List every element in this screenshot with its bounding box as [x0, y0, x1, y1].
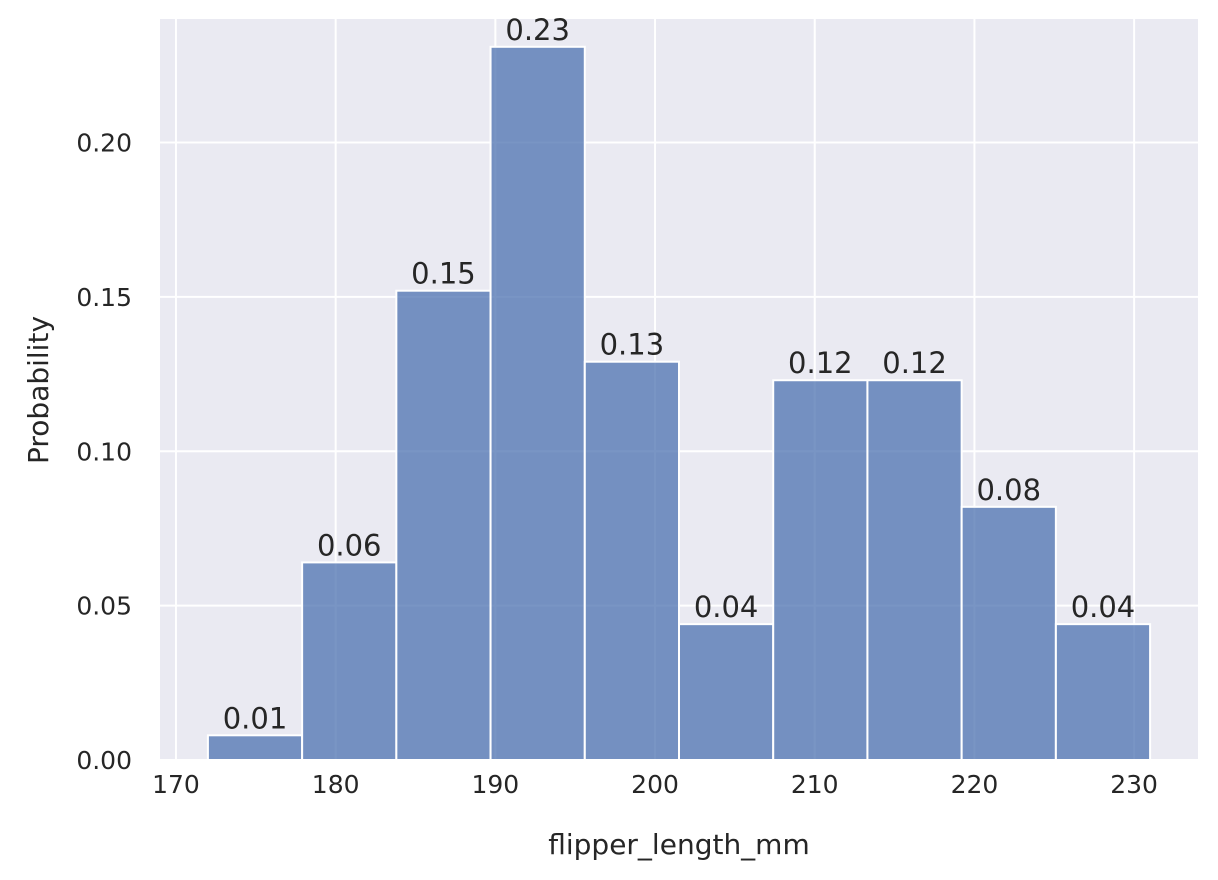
y-tick-label: 0.00 — [76, 746, 132, 775]
y-axis-label: Probability — [22, 316, 55, 464]
x-tick-label: 220 — [951, 770, 999, 799]
histogram-bar — [301, 561, 398, 762]
histogram-bar — [206, 734, 304, 761]
x-tick-label: 190 — [471, 770, 519, 799]
bar-value-label: 0.12 — [788, 346, 853, 380]
bar-labels: 0.01 0.06 0.15 0.23 0.13 0.04 0.12 0.12 0.08 0.04 — [223, 13, 1136, 736]
histogram-bar — [866, 379, 963, 761]
y-tick-label: 0.15 — [76, 283, 132, 312]
x-tick-label: 180 — [312, 770, 360, 799]
y-axis-ticks: 0.00 0.05 0.10 0.15 0.20 — [76, 129, 132, 776]
x-tick-label: 230 — [1110, 770, 1158, 799]
histogram-bar — [489, 45, 586, 762]
y-tick-label: 0.05 — [76, 592, 132, 621]
x-axis-ticks: 170 180 190 200 210 220 230 — [152, 770, 1158, 799]
x-tick-label: 170 — [152, 770, 200, 799]
x-tick-label: 210 — [791, 770, 839, 799]
x-tick-label: 200 — [631, 770, 679, 799]
bars — [206, 45, 1152, 762]
histogram-bar — [583, 360, 681, 761]
histogram-bar — [772, 379, 869, 761]
bar-value-label: 0.08 — [976, 473, 1041, 507]
bar-value-label: 0.23 — [505, 13, 570, 47]
x-axis-label: flipper_length_mm — [548, 828, 810, 861]
histogram-bar — [960, 505, 1057, 762]
bar-value-label: 0.04 — [1071, 590, 1136, 624]
histogram-bar — [1054, 623, 1152, 762]
bar-value-label: 0.15 — [411, 257, 476, 291]
bar-value-label: 0.04 — [694, 590, 759, 624]
bar-value-label: 0.01 — [223, 701, 288, 735]
histogram-bar — [395, 289, 492, 761]
y-tick-label: 0.20 — [76, 129, 132, 158]
bar-value-label: 0.06 — [317, 528, 382, 562]
bar-value-label: 0.13 — [600, 328, 665, 362]
histogram-bar — [678, 623, 775, 762]
bar-value-label: 0.12 — [882, 346, 947, 380]
y-tick-label: 0.10 — [76, 437, 132, 466]
